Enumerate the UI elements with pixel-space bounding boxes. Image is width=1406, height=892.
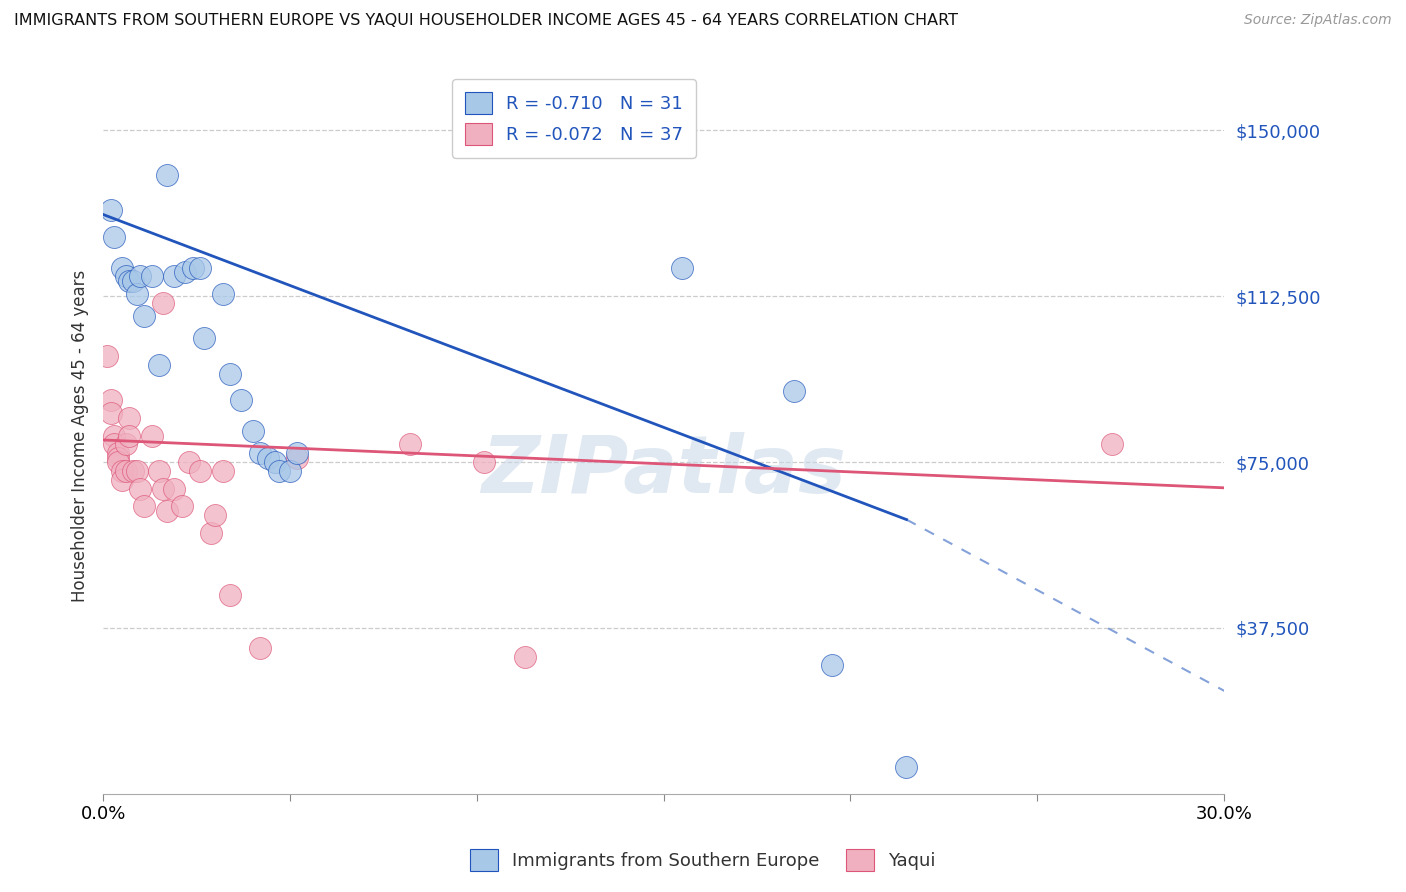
Legend: R = -0.710   N = 31, R = -0.072   N = 37: R = -0.710 N = 31, R = -0.072 N = 37 (453, 79, 696, 158)
Point (287, 450, 309, 465)
Point (181, 260, 204, 275)
Point (100, 393, 122, 408)
Point (107, 450, 129, 465)
Point (231, 393, 253, 408)
Point (129, 482, 152, 496)
Point (107, 446, 129, 460)
Point (256, 450, 278, 465)
Point (398, 437, 420, 451)
Point (219, 367, 242, 381)
Point (141, 269, 163, 284)
Point (163, 482, 186, 496)
Text: ZIPatlas: ZIPatlas (481, 433, 846, 510)
Point (100, 407, 122, 421)
Point (671, 260, 693, 275)
Point (107, 455, 129, 469)
Point (114, 464, 136, 478)
Point (193, 331, 215, 345)
Point (118, 428, 141, 442)
Point (200, 525, 222, 540)
Point (267, 464, 290, 478)
Point (515, 649, 537, 664)
Point (103, 428, 125, 442)
Point (219, 588, 242, 602)
Point (249, 640, 271, 655)
Point (111, 260, 134, 275)
Point (156, 504, 179, 518)
Point (122, 464, 145, 478)
Point (472, 455, 495, 469)
Point (129, 269, 152, 284)
Point (114, 269, 136, 284)
Point (170, 500, 193, 514)
Point (174, 265, 197, 279)
Point (896, 760, 918, 774)
Point (152, 296, 174, 310)
Point (122, 274, 145, 288)
Point (103, 437, 125, 451)
Point (152, 482, 174, 496)
Point (177, 455, 200, 469)
Legend: Immigrants from Southern Europe, Yaqui: Immigrants from Southern Europe, Yaqui (463, 842, 943, 879)
Point (118, 410, 141, 425)
Text: IMMIGRANTS FROM SOUTHERN EUROPE VS YAQUI HOUSEHOLDER INCOME AGES 45 - 64 YEARS C: IMMIGRANTS FROM SOUTHERN EUROPE VS YAQUI… (14, 13, 957, 29)
Point (204, 508, 226, 523)
Point (103, 229, 125, 244)
Point (134, 500, 156, 514)
Point (264, 455, 287, 469)
Point (125, 287, 148, 301)
Point (211, 464, 233, 478)
Text: Source: ZipAtlas.com: Source: ZipAtlas.com (1244, 13, 1392, 28)
Point (249, 446, 271, 460)
Point (134, 309, 156, 323)
Y-axis label: Householder Income Ages 45 - 64 years: Householder Income Ages 45 - 64 years (72, 269, 89, 602)
Point (163, 269, 186, 284)
Point (111, 464, 134, 478)
Point (1101, 437, 1123, 451)
Point (188, 464, 211, 478)
Point (125, 464, 148, 478)
Point (100, 203, 122, 218)
Point (211, 287, 233, 301)
Point (114, 437, 136, 451)
Point (242, 424, 264, 438)
Point (278, 464, 301, 478)
Point (96, 349, 118, 363)
Point (188, 260, 211, 275)
Point (783, 384, 806, 399)
Point (118, 274, 141, 288)
Point (148, 358, 170, 372)
Point (141, 428, 163, 442)
Point (148, 464, 170, 478)
Point (111, 473, 134, 487)
Point (156, 168, 179, 182)
Point (821, 658, 844, 673)
Point (287, 446, 309, 460)
